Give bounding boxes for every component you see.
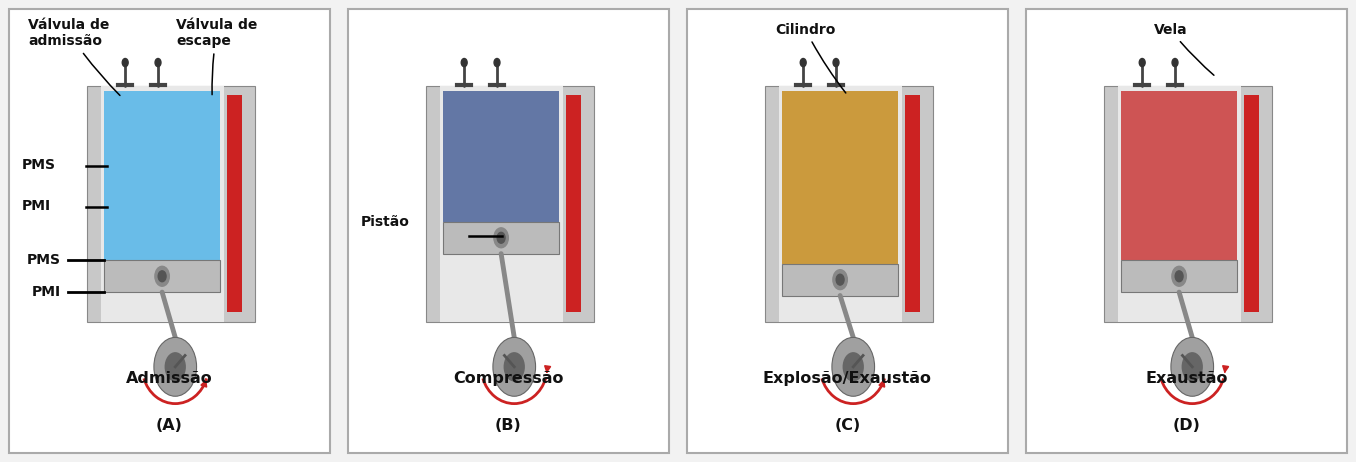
Circle shape xyxy=(155,337,197,396)
Text: Válvula de
escape: Válvula de escape xyxy=(176,18,258,95)
Circle shape xyxy=(833,337,875,396)
Circle shape xyxy=(1181,352,1203,382)
Bar xyxy=(1121,91,1238,261)
Text: (B): (B) xyxy=(495,418,522,433)
Bar xyxy=(226,95,241,312)
Text: PMI: PMI xyxy=(22,199,52,213)
Circle shape xyxy=(800,59,807,67)
FancyBboxPatch shape xyxy=(8,9,331,453)
Circle shape xyxy=(503,352,525,382)
Bar xyxy=(443,222,560,254)
Bar xyxy=(100,86,224,322)
Text: Pistão: Pistão xyxy=(361,215,410,229)
Text: PMS: PMS xyxy=(22,158,56,172)
FancyBboxPatch shape xyxy=(347,9,670,453)
Bar xyxy=(439,86,563,322)
Bar xyxy=(104,261,221,292)
Text: Admissão: Admissão xyxy=(126,371,213,386)
FancyBboxPatch shape xyxy=(1025,9,1348,453)
FancyBboxPatch shape xyxy=(686,9,1009,453)
Text: Exaustão: Exaustão xyxy=(1146,371,1227,386)
Bar xyxy=(904,95,919,312)
Bar xyxy=(104,91,221,261)
Circle shape xyxy=(122,59,129,67)
Bar xyxy=(782,264,899,296)
Circle shape xyxy=(1172,266,1186,286)
Text: Explosão/Exaustão: Explosão/Exaustão xyxy=(763,371,932,386)
Text: Válvula de
admissão: Válvula de admissão xyxy=(28,18,119,96)
Circle shape xyxy=(164,352,186,382)
Text: Compressão: Compressão xyxy=(453,371,564,386)
Bar xyxy=(1121,261,1238,292)
Bar xyxy=(782,91,899,264)
Circle shape xyxy=(833,270,848,290)
Circle shape xyxy=(1172,59,1178,67)
Bar xyxy=(88,86,255,322)
Circle shape xyxy=(498,232,504,243)
Bar xyxy=(443,91,560,222)
Circle shape xyxy=(494,228,508,248)
Text: (A): (A) xyxy=(156,418,183,433)
Circle shape xyxy=(159,271,165,282)
Text: (D): (D) xyxy=(1173,418,1200,433)
Text: Vela: Vela xyxy=(1154,23,1214,75)
Bar xyxy=(1243,95,1258,312)
Text: Cilindro: Cilindro xyxy=(776,23,846,93)
Circle shape xyxy=(155,266,170,286)
Circle shape xyxy=(494,59,500,67)
Bar xyxy=(426,86,594,322)
Circle shape xyxy=(1139,59,1146,67)
Circle shape xyxy=(1172,337,1214,396)
Circle shape xyxy=(461,59,468,67)
Circle shape xyxy=(1176,271,1182,282)
Text: PMI: PMI xyxy=(33,285,61,299)
Text: PMS: PMS xyxy=(27,254,61,267)
Bar xyxy=(1104,86,1272,322)
Circle shape xyxy=(494,337,536,396)
Circle shape xyxy=(155,59,161,67)
Circle shape xyxy=(837,274,843,285)
Bar xyxy=(778,86,902,322)
Bar xyxy=(765,86,933,322)
Circle shape xyxy=(833,59,839,67)
Bar xyxy=(565,95,580,312)
Text: (C): (C) xyxy=(834,418,861,433)
Circle shape xyxy=(842,352,864,382)
Bar xyxy=(1117,86,1241,322)
